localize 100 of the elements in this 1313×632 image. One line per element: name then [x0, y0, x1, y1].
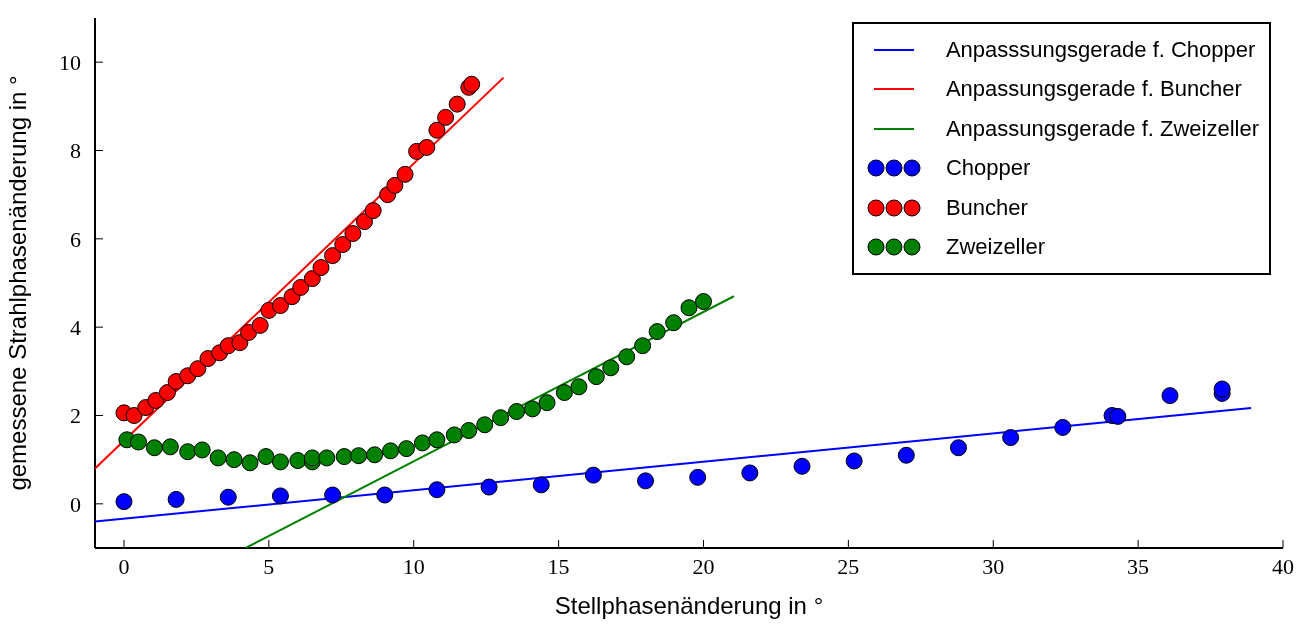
point — [445, 426, 463, 444]
point — [570, 378, 588, 396]
point — [689, 468, 707, 486]
point — [845, 452, 863, 470]
point — [193, 441, 211, 459]
point — [428, 481, 446, 499]
point — [1213, 380, 1231, 398]
y-tick-label: 4 — [70, 314, 81, 340]
x-tick-label: 15 — [547, 553, 570, 579]
point — [271, 297, 289, 315]
point — [437, 108, 455, 126]
point — [694, 293, 712, 311]
legend-label: Anpasssungsgerade f. Chopper — [945, 36, 1256, 63]
legend-label: Anpassungsgerade f. Buncher — [945, 76, 1242, 103]
point — [129, 433, 147, 451]
point — [584, 466, 602, 484]
point — [364, 202, 382, 220]
x-tick-label: 20 — [692, 553, 715, 579]
y-tick-label: 10 — [59, 49, 81, 75]
point — [418, 138, 436, 156]
point — [448, 95, 466, 113]
legend-label: Anpassungsgerade f. Zweizeller — [945, 115, 1259, 142]
point — [555, 384, 573, 402]
point — [292, 278, 310, 296]
point — [524, 400, 542, 418]
point — [209, 449, 227, 467]
point — [115, 493, 133, 511]
point — [793, 457, 811, 475]
point — [538, 394, 556, 412]
point — [680, 299, 698, 317]
point — [289, 452, 307, 470]
point — [350, 447, 368, 465]
point — [271, 487, 289, 505]
point — [303, 449, 321, 467]
point — [508, 403, 526, 421]
y-tick-label: 0 — [70, 491, 81, 517]
y-tick-label: 8 — [70, 138, 81, 164]
point — [167, 490, 185, 508]
point — [382, 442, 400, 460]
point — [303, 270, 321, 288]
point — [618, 348, 636, 366]
point — [257, 448, 275, 466]
legend-label: Zweizeller — [945, 234, 1045, 261]
point — [271, 453, 289, 471]
point — [324, 247, 342, 265]
y-axis-title: gemessene Strahlphasenänderung in ° — [3, 75, 31, 491]
point — [1054, 418, 1072, 436]
point — [1002, 429, 1020, 447]
point — [1109, 407, 1127, 425]
point — [428, 121, 446, 139]
point — [648, 323, 666, 341]
x-tick-label: 10 — [402, 553, 425, 579]
point — [587, 368, 605, 386]
point — [241, 454, 259, 472]
point — [480, 478, 498, 496]
point — [344, 225, 362, 243]
point — [125, 407, 143, 424]
point — [251, 316, 269, 334]
point — [397, 440, 415, 458]
x-tick-label: 35 — [1127, 553, 1150, 579]
point — [147, 391, 165, 409]
x-tick-label: 40 — [1272, 553, 1294, 579]
point — [637, 472, 655, 490]
y-tick-label: 6 — [70, 226, 81, 252]
point — [366, 446, 384, 464]
point — [219, 488, 237, 506]
point — [334, 236, 352, 254]
point — [949, 439, 967, 457]
point — [897, 446, 915, 464]
point — [634, 337, 652, 355]
point — [161, 438, 179, 456]
point — [335, 448, 353, 466]
point — [324, 486, 342, 504]
point — [179, 443, 197, 461]
point — [376, 486, 394, 504]
point — [413, 434, 431, 452]
x-tick-label: 30 — [982, 553, 1005, 579]
x-tick-label: 0 — [118, 553, 130, 579]
point — [741, 464, 759, 482]
point — [492, 409, 510, 427]
legend-label: Buncher — [945, 194, 1028, 221]
point — [1161, 387, 1179, 405]
point — [318, 449, 336, 467]
point — [158, 384, 176, 402]
point — [476, 416, 494, 434]
point — [355, 213, 373, 231]
x-tick-label: 5 — [263, 553, 275, 579]
point — [665, 314, 683, 332]
point — [602, 359, 620, 377]
point — [460, 422, 478, 440]
x-axis-title: Stellphasenänderung in ° — [554, 592, 824, 619]
point — [386, 176, 404, 194]
legend-label: Chopper — [945, 155, 1031, 182]
point — [532, 476, 550, 494]
x-tick-label: 25 — [837, 553, 860, 579]
point — [428, 431, 446, 449]
y-tick-label: 2 — [70, 403, 81, 429]
point — [145, 439, 163, 457]
point — [225, 451, 243, 469]
point — [396, 165, 414, 183]
